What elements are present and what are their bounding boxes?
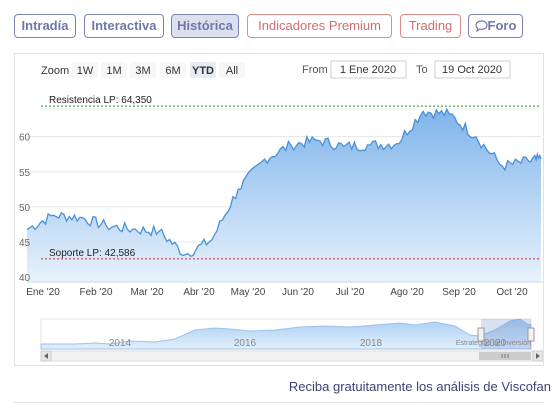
x-tick-label: Feb '20	[79, 287, 112, 298]
from-date-input[interactable]	[330, 60, 407, 79]
y-axis-labels: 40 45 50 55 60	[19, 133, 31, 284]
tab-historica[interactable]: Histórica	[171, 14, 239, 38]
zoom-button-label: YTD	[192, 65, 214, 77]
zoom-button-3m[interactable]	[130, 62, 156, 78]
navigator-year: 2018	[360, 338, 383, 349]
y-tick-label: 55	[19, 168, 31, 179]
grip-icon	[501, 354, 509, 358]
to-label: To	[416, 64, 428, 76]
zoom-button-all[interactable]	[219, 62, 245, 78]
y-tick-label: 60	[19, 133, 31, 144]
y-tick-label: 45	[19, 238, 31, 249]
zoom-button-label: 3M	[135, 65, 150, 77]
tab-trading[interactable]: Trading	[400, 14, 461, 38]
tab-intradia[interactable]: Intradía	[14, 14, 76, 38]
promo-link[interactable]: Reciba gratuitamente los análisis de Vis…	[288, 379, 551, 394]
price-chart: Zoom 1W 1M 3M 6M YTD All From 1 Ene 2020 To 1…	[19, 60, 544, 362]
navigator-handle-right[interactable]	[527, 327, 535, 342]
x-tick-label: Sep '20	[442, 287, 476, 298]
from-date-value: 1 Ene 2020	[340, 64, 396, 76]
zoom-button-6m[interactable]	[160, 62, 186, 78]
to-date-value: 19 Oct 2020	[442, 64, 502, 76]
support-resistance-lines: Resistencia LP: 64,350 Soporte LP: 42,586	[41, 95, 541, 260]
y-tick-label: 40	[19, 273, 31, 284]
tab-interactiva[interactable]: Interactiva	[84, 14, 164, 38]
x-tick-label: Mar '20	[130, 287, 163, 298]
arrow-right-icon	[536, 353, 540, 359]
zoom-button-ytd[interactable]	[190, 62, 216, 78]
x-tick-label: Jun '20	[282, 287, 314, 298]
from-label: From	[302, 64, 328, 76]
x-tick-label: Jul '20	[336, 287, 365, 298]
zoom-button-label: 1M	[106, 65, 121, 77]
chart-credit: Estrategias de Inversión	[456, 340, 531, 347]
chat-bubble-icon	[474, 20, 488, 33]
zoom-button-1w[interactable]	[72, 62, 98, 78]
tab-foro-label: Foro	[487, 18, 517, 33]
price-line	[26, 107, 542, 258]
arrow-left-icon	[44, 353, 48, 359]
x-tick-label: May '20	[231, 287, 266, 298]
y-tick-label: 50	[19, 203, 31, 214]
to-date-input[interactable]	[434, 60, 511, 79]
scrollbar-track[interactable]	[40, 350, 544, 362]
navigator-year: 2016	[234, 338, 257, 349]
zoom-button-label: All	[226, 65, 238, 77]
price-area	[27, 109, 541, 282]
x-tick-label: Ago '20	[390, 287, 424, 298]
zoom-buttons: 1W 1M 3M 6M YTD All	[72, 62, 245, 78]
tab-indicadores-premium[interactable]: Indicadores Premium	[247, 14, 392, 38]
navigator-year-labels: 2014 2016 2018 2020	[109, 338, 507, 349]
navigator-selection[interactable]	[481, 319, 531, 349]
x-axis-labels: Ene '20 Feb '20 Mar '20 Abr '20 May '20 Jun '…	[26, 287, 528, 298]
zoom-label: Zoom	[41, 65, 69, 77]
navigator-series	[40, 318, 532, 350]
navigator-year: 2020	[484, 338, 507, 349]
x-tick-label: Abr '20	[183, 287, 215, 298]
chart-container: Zoom 1W 1M 3M 6M YTD All From 1 Ene 2020 To 1…	[14, 53, 544, 366]
support-label: Soporte LP: 42,586	[49, 248, 136, 259]
divider	[14, 402, 544, 403]
navigator-handle-left[interactable]	[477, 327, 485, 342]
x-tick-label: Oct '20	[496, 287, 528, 298]
navigator-year: 2014	[109, 338, 132, 349]
zoom-button-label: 1W	[77, 65, 94, 77]
zoom-button-label: 6M	[165, 65, 180, 77]
x-tick-label: Ene '20	[26, 287, 60, 298]
tab-foro[interactable]: Foro	[468, 14, 523, 38]
resistance-label: Resistencia LP: 64,350	[49, 95, 152, 106]
zoom-button-1m[interactable]	[101, 62, 127, 78]
